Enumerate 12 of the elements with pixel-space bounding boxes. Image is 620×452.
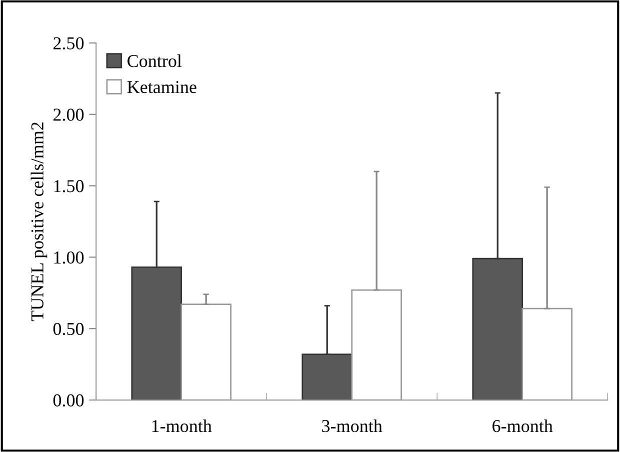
y-tick-label: 0.50: [53, 322, 84, 336]
y-tick-label: 1.00: [54, 251, 84, 264]
y-tick-label: 0.00: [53, 394, 84, 407]
y-tick-label: 2.00: [53, 108, 84, 121]
x-tick-label: 3-month: [322, 419, 382, 432]
y-tick-label: 1.50: [54, 180, 84, 192]
y-tick-label: 2.50: [53, 37, 84, 50]
x-tick-label: 1-month: [152, 419, 212, 432]
y-axis-title: TUNEL positive cells/mm2: [30, 122, 48, 322]
x-tick-label: 6-month: [492, 419, 553, 432]
legend-label: Control: [128, 54, 182, 68]
legend-label: Ketamine: [127, 81, 196, 94]
